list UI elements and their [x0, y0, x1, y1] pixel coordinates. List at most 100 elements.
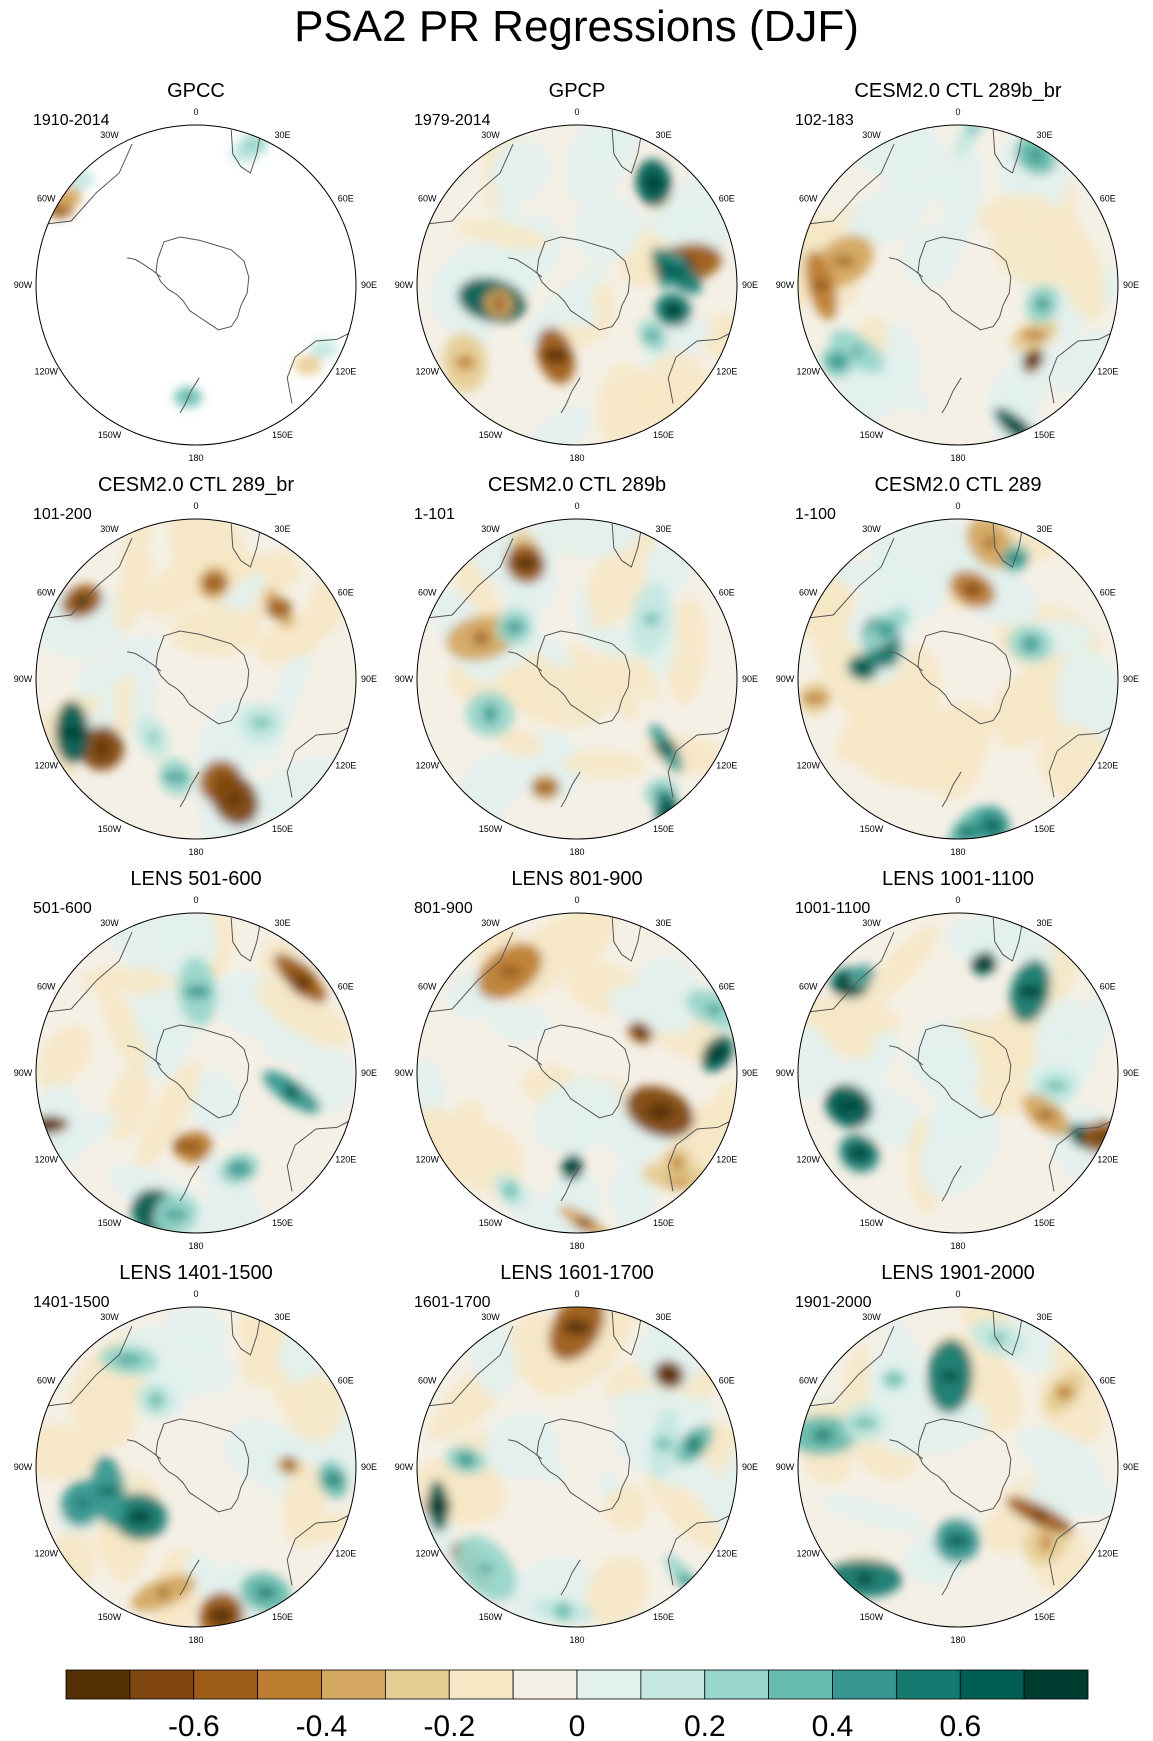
longitude-label: 150E	[653, 824, 674, 834]
polar-map: 0 30E 60E 90E 120E 150E 180 150W 120W 90W 60W 30W	[776, 501, 1139, 857]
longitude-label: 30W	[100, 918, 119, 928]
longitude-label: 120E	[716, 1155, 737, 1165]
longitude-label: 60W	[799, 588, 818, 598]
longitude-label: 30W	[100, 524, 119, 534]
longitude-label: 0	[193, 1289, 198, 1299]
longitude-label: 90W	[14, 280, 33, 290]
colorbar-swatch	[768, 1669, 833, 1700]
longitude-label: 180	[950, 1635, 965, 1645]
longitude-label: 120E	[1097, 761, 1118, 771]
longitude-label: 120E	[335, 1155, 356, 1165]
longitude-label: 30W	[100, 130, 119, 140]
longitude-label: 90E	[742, 674, 758, 684]
longitude-label: 120E	[716, 761, 737, 771]
polar-map: 0 30E 60E 90E 120E 150E 180 150W 120W 90W 60W 30W	[395, 895, 758, 1251]
longitude-label: 90E	[1123, 674, 1139, 684]
figure-title: PSA2 PR Regressions (DJF)	[294, 2, 859, 51]
longitude-label: 150E	[653, 1612, 674, 1622]
panel-title: GPCC	[167, 80, 225, 102]
panel-title: CESM2.0 CTL 289_br	[97, 474, 294, 496]
longitude-label: 150E	[272, 824, 293, 834]
longitude-label: 60E	[338, 982, 354, 992]
longitude-label: 30W	[481, 1312, 500, 1322]
longitude-label: 0	[574, 1289, 579, 1299]
longitude-label: 30E	[1036, 130, 1052, 140]
polar-map: 0 30E 60E 90E 120E 150E 180 150W 120W 90W 60W 30W	[776, 1289, 1139, 1645]
polar-map: 0 30E 60E 90E 120E 150E 180 150W 120W 90W 60W 30W	[14, 501, 377, 857]
panel-period-label: 501-600	[33, 900, 92, 917]
panel-title: LENS 1601-1700	[500, 1262, 654, 1284]
longitude-label: 30E	[274, 130, 290, 140]
longitude-label: 0	[574, 107, 579, 117]
coastlines	[424, 129, 731, 414]
longitude-label: 60E	[719, 588, 735, 598]
longitude-label: 150E	[653, 430, 674, 440]
longitude-label: 90W	[14, 1462, 33, 1472]
longitude-label: 0	[193, 501, 198, 511]
longitude-label: 120W	[796, 761, 820, 771]
panel-period-label: 1-101	[414, 506, 455, 523]
panel-period-label: 1910-2014	[33, 112, 110, 129]
longitude-label: 90W	[14, 1068, 33, 1078]
panel-period-label: 101-200	[33, 506, 92, 523]
longitude-label: 180	[188, 1635, 203, 1645]
longitude-label: 150W	[98, 1612, 122, 1622]
longitude-label: 90W	[395, 1462, 414, 1472]
longitude-label: 90E	[1123, 1068, 1139, 1078]
colorbar-swatch	[704, 1669, 770, 1700]
longitude-label: 90E	[742, 280, 758, 290]
longitude-label: 150E	[1034, 1612, 1055, 1622]
longitude-label: 60W	[418, 1376, 437, 1386]
longitude-label: 180	[950, 847, 965, 857]
coastlines	[43, 917, 350, 1202]
longitude-label: 180	[569, 847, 584, 857]
longitude-label: 90E	[1123, 280, 1139, 290]
longitude-label: 150E	[272, 1218, 293, 1228]
coastlines	[805, 523, 1112, 808]
longitude-label: 0	[574, 501, 579, 511]
longitude-label: 180	[569, 1635, 584, 1645]
longitude-label: 90E	[361, 280, 377, 290]
longitude-label: 30E	[1036, 524, 1052, 534]
colorbar-tick-label: 0.6	[939, 1710, 981, 1741]
longitude-label: 0	[193, 107, 198, 117]
colorbar-swatch	[257, 1669, 322, 1700]
colorbar-tick-label: 0.4	[812, 1710, 854, 1741]
longitude-label: 30E	[655, 918, 671, 928]
longitude-label: 120W	[34, 761, 58, 771]
longitude-label: 60E	[719, 194, 735, 204]
panel-period-label: 801-900	[414, 900, 473, 917]
longitude-label: 60W	[37, 194, 56, 204]
longitude-label: 120W	[34, 367, 58, 377]
longitude-label: 60E	[719, 982, 735, 992]
longitude-label: 60E	[719, 1376, 735, 1386]
panel-title: LENS 1901-2000	[881, 1262, 1035, 1284]
colorbar-tick-label: 0	[569, 1710, 586, 1741]
panel-period-label: 1601-1700	[414, 1294, 491, 1311]
longitude-label: 0	[955, 501, 960, 511]
panel-period-label: 1401-1500	[33, 1294, 110, 1311]
panel-period-label: 1001-1100	[795, 900, 871, 917]
longitude-label: 30W	[862, 918, 881, 928]
longitude-label: 30W	[481, 918, 500, 928]
colorbar-swatch	[321, 1669, 386, 1700]
longitude-label: 120E	[335, 761, 356, 771]
colorbar-swatch	[384, 1669, 450, 1700]
polar-map: 0 30E 60E 90E 120E 150E 180 150W 120W 90W 60W 30W	[14, 1289, 377, 1645]
coastlines	[43, 523, 350, 808]
colorbar-tick-label: -0.4	[296, 1710, 348, 1741]
longitude-label: 150E	[653, 1218, 674, 1228]
longitude-label: 60E	[1100, 588, 1116, 598]
longitude-label: 90W	[776, 1068, 795, 1078]
longitude-label: 90W	[395, 280, 414, 290]
longitude-label: 30E	[655, 524, 671, 534]
longitude-label: 150E	[272, 1612, 293, 1622]
longitude-label: 0	[955, 1289, 960, 1299]
longitude-label: 0	[955, 895, 960, 905]
longitude-label: 150W	[98, 824, 122, 834]
colorbar-tick-label: -0.2	[423, 1710, 475, 1741]
longitude-label: 60W	[418, 194, 437, 204]
longitude-label: 120W	[34, 1549, 58, 1559]
longitude-label: 180	[950, 453, 965, 463]
coastlines	[424, 1311, 731, 1596]
